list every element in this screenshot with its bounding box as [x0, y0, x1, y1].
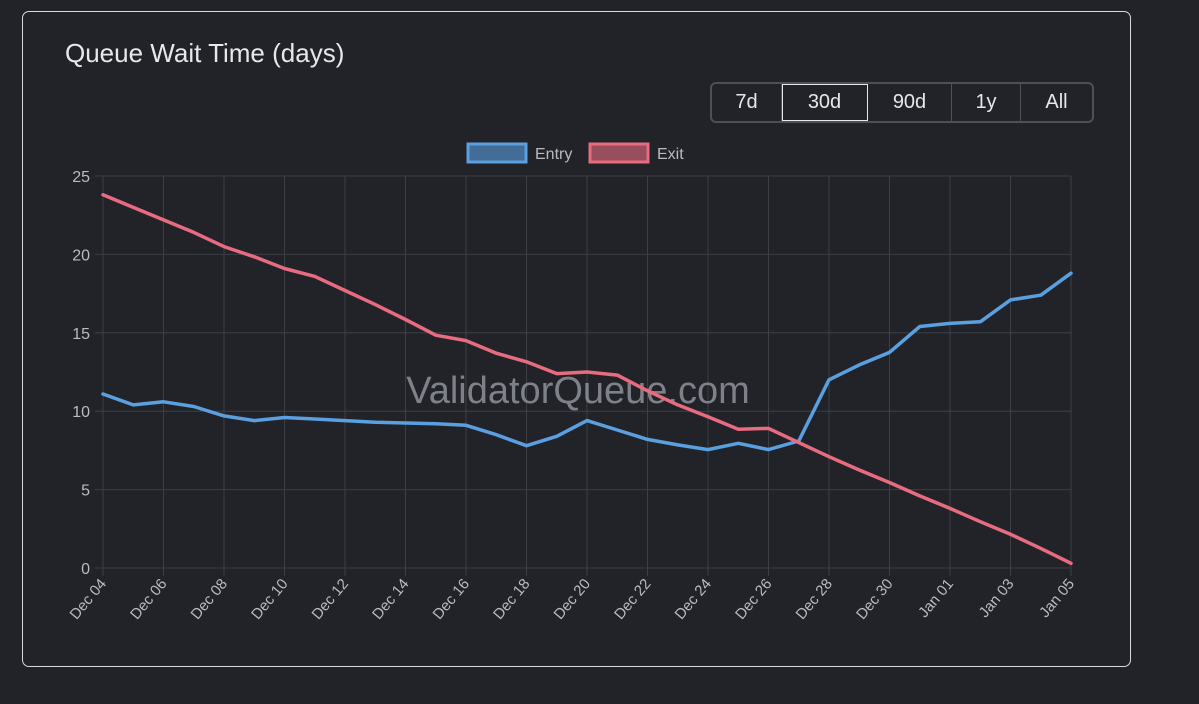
y-tick-label: 15	[72, 326, 90, 343]
x-tick-label: Dec 06	[127, 576, 171, 623]
x-tick-label: Dec 10	[248, 576, 292, 623]
x-tick-label: Dec 18	[490, 576, 534, 623]
x-tick-label: Dec 24	[671, 576, 715, 623]
range-7d-button[interactable]: 7d	[712, 84, 782, 121]
y-tick-label: 5	[81, 483, 90, 500]
range-30d-button[interactable]: 30d	[782, 84, 868, 121]
legend-label-exit[interactable]: Exit	[657, 146, 684, 163]
y-tick-label: 0	[81, 561, 90, 578]
x-tick-label: Dec 20	[550, 576, 594, 623]
x-tick-label: Dec 30	[853, 576, 897, 623]
chart-card: Queue Wait Time (days) 7d 30d 90d 1y All	[22, 11, 1131, 667]
x-tick-label: Dec 16	[429, 576, 473, 623]
x-tick-label: Dec 12	[308, 576, 352, 623]
x-tick-label: Dec 26	[732, 576, 776, 623]
x-tick-label: Dec 04	[66, 576, 110, 623]
legend-label-entry[interactable]: Entry	[535, 146, 572, 163]
x-tick-label: Dec 22	[611, 576, 655, 623]
legend-swatch-entry[interactable]	[466, 142, 528, 164]
range-90d-button[interactable]: 90d	[868, 84, 952, 121]
x-tick-label: Jan 03	[976, 576, 1018, 621]
x-tick-label: Jan 01	[915, 576, 957, 621]
range-all-button[interactable]: All	[1045, 91, 1068, 113]
x-tick-label: Dec 08	[187, 576, 231, 623]
range-1y-button[interactable]: 1y	[952, 84, 1021, 121]
time-range-selector: 7d 30d 90d 1y All	[710, 82, 1094, 123]
y-tick-label: 25	[72, 169, 90, 186]
x-tick-label: Dec 28	[792, 576, 836, 623]
chart-title: Queue Wait Time (days)	[65, 38, 345, 68]
x-tick-label: Jan 05	[1036, 576, 1078, 621]
watermark: ValidatorQueue.com	[406, 370, 750, 412]
y-tick-label: 20	[72, 247, 90, 264]
legend-swatch-exit[interactable]	[588, 142, 650, 164]
y-tick-label: 10	[72, 404, 90, 421]
x-tick-label: Dec 14	[369, 576, 413, 623]
